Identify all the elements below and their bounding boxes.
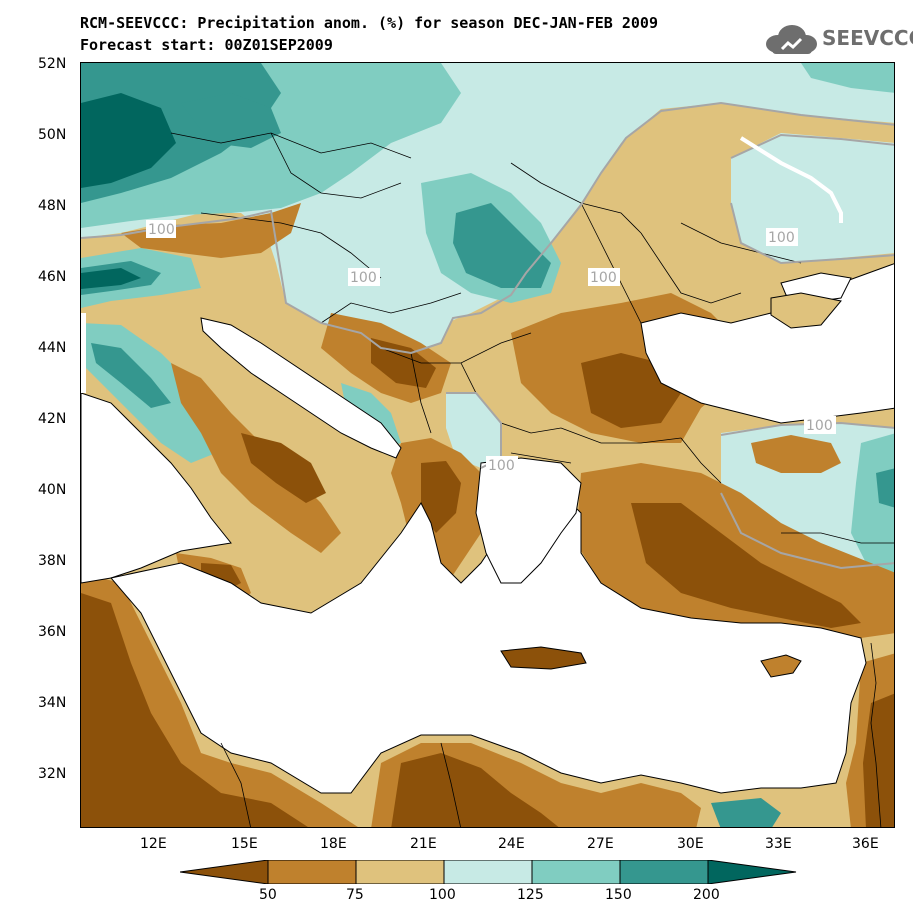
contour-label: 100 [768, 230, 795, 246]
contour-label: 100 [590, 270, 617, 286]
lon-label: 33E [765, 836, 792, 852]
anomaly-zone-125-150-turkey-east [851, 433, 894, 583]
crete-island [500, 646, 587, 670]
lon-label: 30E [677, 836, 704, 852]
lon-label: 24E [498, 836, 525, 852]
crimea [770, 292, 842, 329]
chart-title: RCM-SEEVCCC: Precipitation anom. (%) for… [80, 14, 658, 32]
lat-label: 42N [38, 411, 67, 427]
colorbar-label: 125 [517, 887, 544, 903]
lon-label: 18E [320, 836, 347, 852]
colorbar-label: 200 [693, 887, 720, 903]
colorbar-label: 100 [429, 887, 456, 903]
anomaly-zone-gt200-germany [81, 93, 176, 188]
colorbar-segment-75-100 [355, 860, 445, 884]
anomaly-zone-lt50-turkey [631, 503, 861, 628]
anomaly-zone-lt50-levant [863, 693, 894, 827]
map-panel [80, 62, 895, 828]
anomaly-zone-gt200-ligurian [81, 268, 141, 289]
anomaly-zone-150-200-czech [181, 93, 281, 148]
anomaly-zone-100-125-balkans [446, 393, 501, 468]
colorbar [180, 860, 797, 884]
country-borders [170, 132, 894, 827]
contour-label: 100 [488, 458, 515, 474]
lat-label: 40N [38, 482, 67, 498]
lon-label: 15E [231, 836, 258, 852]
colorbar-segment-lt50 [180, 860, 269, 884]
sardinia-corsica [81, 313, 86, 393]
mediterranean-sea [110, 492, 867, 794]
cloud-icon [766, 25, 817, 54]
anomaly-zone-150-200-hungary [453, 203, 551, 288]
cyprus-island [760, 654, 802, 678]
contour-100-lines [81, 101, 894, 570]
lat-label: 44N [38, 340, 67, 356]
lon-label: 27E [587, 836, 614, 852]
anomaly-zone-lt50-egypt [391, 753, 559, 827]
anomaly-zone-150-200-east-turkey [876, 468, 894, 508]
anomaly-zone-150-200-tyrrhenian [91, 343, 171, 408]
contour-label: 100 [350, 270, 377, 286]
lat-label: 36N [38, 624, 67, 640]
lon-label: 21E [410, 836, 437, 852]
anomaly-zone-150-200-levant [711, 798, 781, 827]
lat-label: 34N [38, 695, 67, 711]
lat-label: 52N [38, 56, 67, 72]
colorbar-segment-50-75 [267, 860, 357, 884]
anomaly-zone-50-75-alps-south [121, 203, 301, 258]
lat-label: 32N [38, 766, 67, 782]
forecast-start-label: Forecast start: 00Z01SEP2009 [80, 36, 333, 54]
missing-data-stripe [739, 136, 843, 223]
anomaly-zone-lt50-libya [81, 593, 308, 827]
anomaly-zone-lt50-italy-south [241, 433, 326, 503]
precipitation-anomaly-map [81, 63, 894, 827]
lon-label: 12E [140, 836, 167, 852]
lat-label: 48N [38, 198, 67, 214]
colorbar-segment-gt200 [707, 860, 797, 884]
tyrrhenian-sea [81, 392, 232, 584]
aegean-sea [475, 457, 582, 584]
colorbar-label: 150 [605, 887, 632, 903]
lat-label: 46N [38, 269, 67, 285]
anomaly-zone-50-75-turkey-ne [751, 435, 841, 473]
lat-label: 50N [38, 127, 67, 143]
logo-text: SEEVCCC [822, 26, 913, 50]
contour-label: 100 [806, 418, 833, 434]
colorbar-label: 75 [346, 887, 364, 903]
colorbar-segment-150-200 [619, 860, 709, 884]
adriatic-sea [200, 317, 402, 459]
anomaly-zone-125-150-ukraine-east [801, 63, 894, 93]
contour-labels-layer: 100 100 100 100 100 100 [146, 220, 836, 474]
colorbar-segment-100-125 [443, 860, 533, 884]
anomaly-zone-lt50-greece [421, 461, 461, 533]
lon-label: 36E [852, 836, 879, 852]
lat-label: 38N [38, 553, 67, 569]
colorbar-segment-125-150 [531, 860, 621, 884]
colorbar-label: 50 [259, 887, 277, 903]
seevccc-logo [766, 25, 817, 54]
contour-label: 100 [148, 222, 175, 238]
